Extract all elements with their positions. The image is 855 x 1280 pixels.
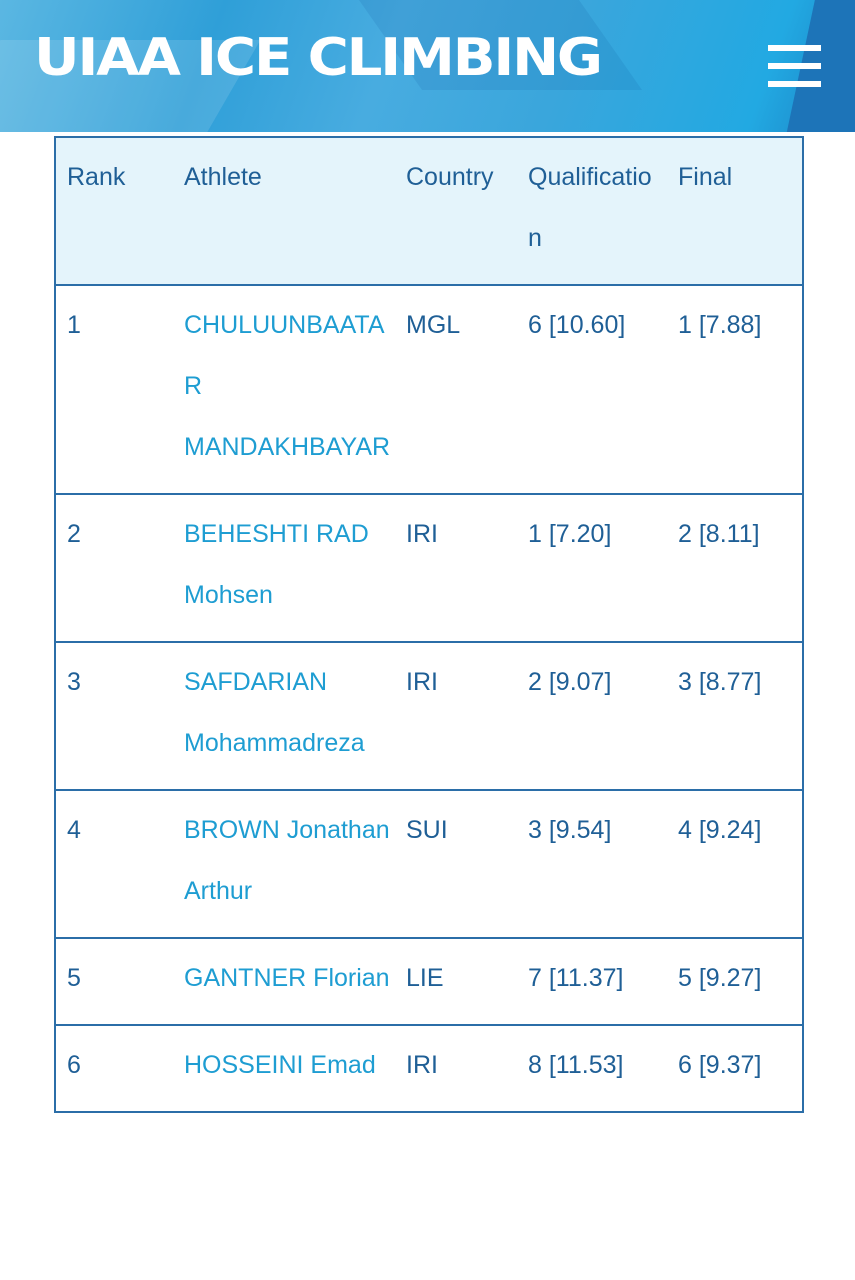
rank-cell: 3	[55, 641, 173, 791]
table-row: 1 CHULUUNBAATAR MANDAKHBAYAR MGL 6 [10.60] 1…	[55, 284, 803, 495]
table-row: 3 SAFDARIAN Mohammadreza IRI 2 [9.07] 3 [8.7…	[55, 641, 803, 791]
qualification-cell: 8 [11.53]	[517, 1024, 667, 1113]
country-cell: IRI	[395, 1024, 517, 1113]
final-cell: 2 [8.11]	[667, 493, 803, 643]
final-cell: 6 [9.37]	[667, 1024, 803, 1113]
athlete-cell: BEHESHTI RAD Mohsen	[173, 493, 395, 643]
rank-cell: 2	[55, 493, 173, 643]
final-cell: 3 [8.77]	[667, 641, 803, 791]
athlete-cell: CHULUUNBAATAR MANDAKHBAYAR	[173, 284, 395, 495]
rank-cell: 6	[55, 1024, 173, 1113]
athlete-cell: HOSSEINI Emad	[173, 1024, 395, 1113]
country-cell: SUI	[395, 789, 517, 939]
column-header-qualification: Qualification	[517, 136, 667, 286]
athlete-link[interactable]: CHULUUNBAATAR MANDAKHBAYAR	[184, 311, 391, 461]
athlete-cell: BROWN Jonathan Arthur	[173, 789, 395, 939]
athlete-cell: SAFDARIAN Mohammadreza	[173, 641, 395, 791]
results-table: Rank Athlete Country Qualification Final…	[54, 136, 804, 1113]
qualification-cell: 2 [9.07]	[517, 641, 667, 791]
country-cell: LIE	[395, 937, 517, 1026]
athlete-link[interactable]: BROWN Jonathan Arthur	[184, 816, 390, 905]
athlete-link[interactable]: SAFDARIAN Mohammadreza	[184, 668, 365, 757]
qualification-cell: 1 [7.20]	[517, 493, 667, 643]
final-cell: 1 [7.88]	[667, 284, 803, 495]
table-row: 2 BEHESHTI RAD Mohsen IRI 1 [7.20] 2 [8.11]	[55, 493, 803, 643]
qualification-cell: 7 [11.37]	[517, 937, 667, 1026]
athlete-link[interactable]: GANTNER Florian	[184, 964, 390, 992]
athlete-cell: GANTNER Florian	[173, 937, 395, 1026]
column-header-rank: Rank	[55, 136, 173, 286]
table-row: 4 BROWN Jonathan Arthur SUI 3 [9.54] 4 [9.24…	[55, 789, 803, 939]
athlete-link[interactable]: BEHESHTI RAD Mohsen	[184, 520, 369, 609]
site-header: UIAA ICE CLIMBING	[0, 0, 855, 132]
qualification-cell: 6 [10.60]	[517, 284, 667, 495]
rank-cell: 5	[55, 937, 173, 1026]
athlete-link[interactable]: HOSSEINI Emad	[184, 1051, 376, 1079]
rank-cell: 4	[55, 789, 173, 939]
final-cell: 5 [9.27]	[667, 937, 803, 1026]
qualification-cell: 3 [9.54]	[517, 789, 667, 939]
hamburger-icon[interactable]	[768, 45, 821, 87]
final-cell: 4 [9.24]	[667, 789, 803, 939]
country-cell: MGL	[395, 284, 517, 495]
table-row: 6 HOSSEINI Emad IRI 8 [11.53] 6 [9.37]	[55, 1024, 803, 1113]
table-row: 5 GANTNER Florian LIE 7 [11.37] 5 [9.27]	[55, 937, 803, 1026]
rank-cell: 1	[55, 284, 173, 495]
column-header-country: Country	[395, 136, 517, 286]
country-cell: IRI	[395, 641, 517, 791]
table-header-row: Rank Athlete Country Qualification Final	[55, 136, 803, 286]
site-logo-title[interactable]: UIAA ICE CLIMBING	[34, 28, 603, 88]
column-header-final: Final	[667, 136, 803, 286]
column-header-athlete: Athlete	[173, 136, 395, 286]
country-cell: IRI	[395, 493, 517, 643]
